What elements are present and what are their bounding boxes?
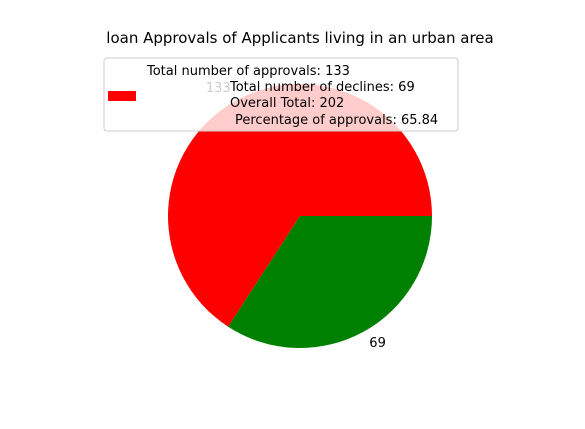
- pie-slice-1: [228, 216, 432, 348]
- chart-title: loan Approvals of Applicants living in a…: [106, 29, 493, 47]
- legend: Total number of approvals: 133 Total num…: [103, 57, 459, 132]
- legend-line-overall-total: Overall Total: 202: [230, 96, 344, 111]
- legend-line-percentage: Percentage of approvals: 65.84: [235, 113, 438, 128]
- legend-line-approvals: Total number of approvals: 133: [146, 64, 350, 79]
- pie-slices: [168, 83, 432, 348]
- legend-line-declines: Total number of declines: 69: [229, 80, 415, 95]
- legend-swatch: [108, 91, 136, 101]
- legend-box: [103, 57, 459, 132]
- pie-slice-0: [168, 83, 432, 327]
- pie-slice-label-1: 69: [369, 336, 386, 351]
